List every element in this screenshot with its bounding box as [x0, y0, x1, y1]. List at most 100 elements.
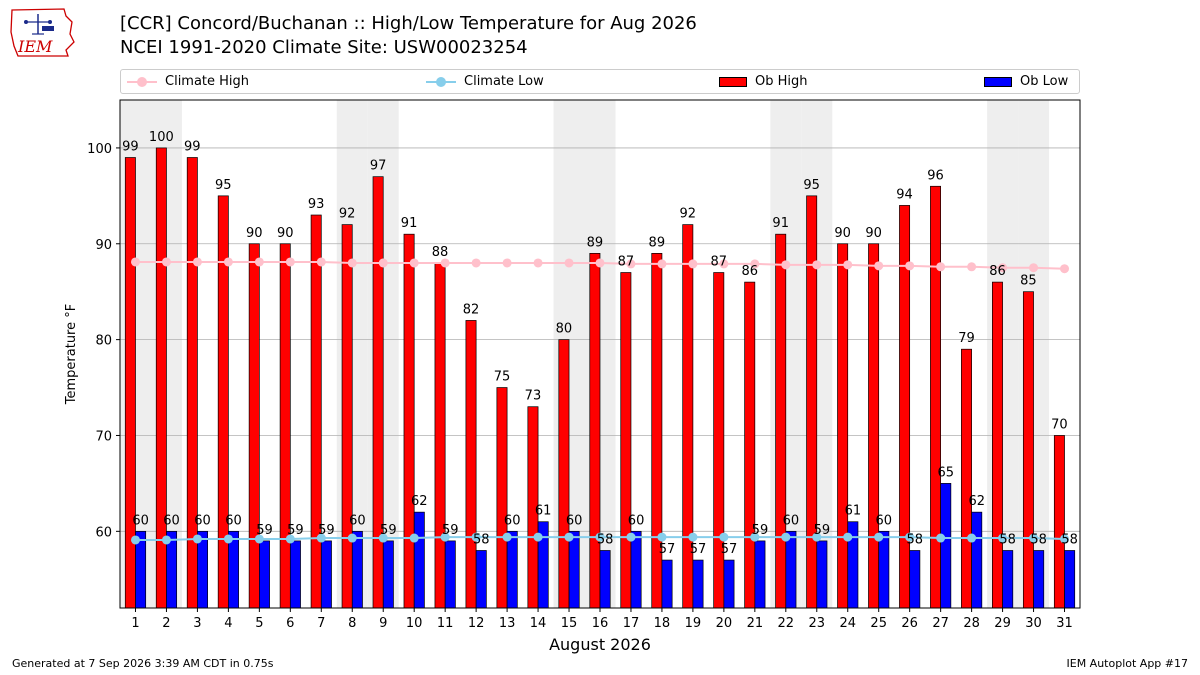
- data-label-ob-high: 92: [680, 207, 697, 222]
- climate-high-point: [781, 260, 791, 270]
- climate-high-point: [130, 257, 140, 267]
- climate-low-point: [285, 534, 295, 544]
- x-tick-label: 2: [162, 616, 170, 631]
- data-label-ob-high: 92: [339, 207, 356, 222]
- x-tick-label: 7: [317, 616, 325, 631]
- chart-title: [CCR] Concord/Buchanan :: High/Low Tempe…: [120, 13, 697, 34]
- climate-high-point: [1029, 263, 1039, 273]
- data-label-ob-high: 96: [927, 168, 944, 183]
- y-tick-label: 60: [95, 525, 112, 540]
- climate-low-point: [409, 533, 419, 543]
- data-label-ob-low: 60: [876, 513, 893, 528]
- bar-ob-high: [868, 243, 880, 609]
- data-label-ob-low: 65: [937, 465, 954, 480]
- bar-ob-low: [475, 550, 487, 609]
- x-tick-label: 31: [1056, 616, 1073, 631]
- data-label-ob-low: 59: [752, 523, 769, 538]
- bar-ob-low: [878, 530, 890, 609]
- data-label-ob-high: 75: [494, 370, 511, 385]
- bar-ob-low: [506, 530, 518, 609]
- x-tick-label: 15: [561, 616, 578, 631]
- x-tick-label: 24: [839, 616, 856, 631]
- data-label-ob-low: 60: [225, 513, 242, 528]
- data-label-ob-high: 100: [149, 130, 174, 145]
- bar-ob-high: [434, 262, 446, 609]
- bar-ob-low: [259, 540, 270, 609]
- bar-ob-high: [589, 253, 601, 609]
- data-label-ob-high: 87: [710, 255, 727, 270]
- climate-low-point: [223, 534, 233, 544]
- climate-high-point: [347, 258, 357, 268]
- climate-low-point: [781, 532, 791, 542]
- logo-text: IEM: [17, 37, 53, 56]
- climate-low-point: [719, 532, 729, 542]
- x-tick-label: 14: [530, 616, 547, 631]
- x-tick-label: 13: [499, 616, 516, 631]
- climate-low-point: [967, 533, 977, 543]
- legend-label: Ob High: [755, 74, 808, 89]
- climate-low-point: [595, 532, 605, 542]
- legend-item-climate-high: Climate High: [127, 74, 249, 90]
- climate-high-point: [254, 257, 264, 267]
- bar-ob-low: [1033, 550, 1045, 609]
- climate-low-point: [936, 533, 946, 543]
- climate-high-point: [316, 257, 326, 267]
- data-label-ob-high: 79: [958, 331, 975, 346]
- bar-ob-high: [775, 233, 787, 609]
- climate-high-point: [657, 259, 667, 269]
- data-label-ob-low: 62: [411, 494, 428, 509]
- legend-item-ob-high: Ob High: [719, 74, 808, 90]
- legend-item-climate-low: Climate Low: [426, 74, 544, 90]
- bar-ob-low: [320, 540, 332, 609]
- climate-low-point: [192, 534, 202, 544]
- climate-high-point: [533, 258, 543, 268]
- data-label-ob-high: 95: [215, 178, 232, 193]
- bar-ob-low: [816, 540, 828, 609]
- x-tick-label: 10: [406, 616, 423, 631]
- data-label-ob-high: 87: [618, 255, 635, 270]
- climate-low-point: [130, 535, 140, 545]
- data-label-ob-low: 57: [659, 542, 676, 557]
- climate-low-point: [688, 532, 698, 542]
- climate-high-point: [502, 258, 512, 268]
- legend-label: Ob Low: [1020, 74, 1069, 89]
- bar-ob-high: [1022, 291, 1034, 609]
- data-label-ob-low: 60: [783, 513, 800, 528]
- climate-high-point: [595, 258, 605, 268]
- climate-low-point: [874, 532, 884, 542]
- climate-high-point: [161, 257, 171, 267]
- data-label-ob-low: 58: [1061, 532, 1078, 547]
- data-label-ob-low: 59: [814, 523, 831, 538]
- x-tick-label: 12: [468, 616, 485, 631]
- bar-ob-low: [444, 540, 456, 609]
- bar-ob-high: [992, 281, 1003, 609]
- bar-ob-high: [837, 243, 849, 609]
- x-tick-label: 28: [963, 616, 980, 631]
- y-tick-label: 100: [87, 142, 112, 157]
- climate-low-point: [998, 533, 1008, 543]
- climate-high-point: [626, 259, 636, 269]
- bar-ob-high: [217, 195, 229, 609]
- bar-ob-high: [620, 272, 632, 609]
- x-tick-label: 3: [193, 616, 201, 631]
- footer-generated: Generated at 7 Sep 2026 3:39 AM CDT in 0…: [12, 657, 274, 670]
- data-label-ob-high: 90: [246, 226, 263, 241]
- bar-ob-low: [971, 511, 983, 609]
- data-label-ob-low: 62: [968, 494, 985, 509]
- x-tick-label: 29: [994, 616, 1011, 631]
- iem-logo: IEM: [10, 8, 75, 57]
- bar-ob-low: [1064, 550, 1076, 609]
- climate-high-point: [936, 262, 946, 272]
- legend-item-ob-low: Ob Low: [984, 74, 1068, 90]
- bar-ob-high: [496, 387, 508, 609]
- x-axis-label: August 2026: [549, 635, 651, 654]
- climate-low-point: [843, 532, 853, 542]
- bar-ob-high: [744, 281, 756, 609]
- climate-high-point: [719, 259, 729, 269]
- climate-low-point: [564, 532, 574, 542]
- ob-low-swatch: [984, 77, 1012, 87]
- bar-ob-low: [1002, 550, 1014, 609]
- climate-high-point: [192, 257, 202, 267]
- ob-high-swatch: [719, 77, 747, 87]
- data-label-ob-high: 89: [649, 235, 666, 250]
